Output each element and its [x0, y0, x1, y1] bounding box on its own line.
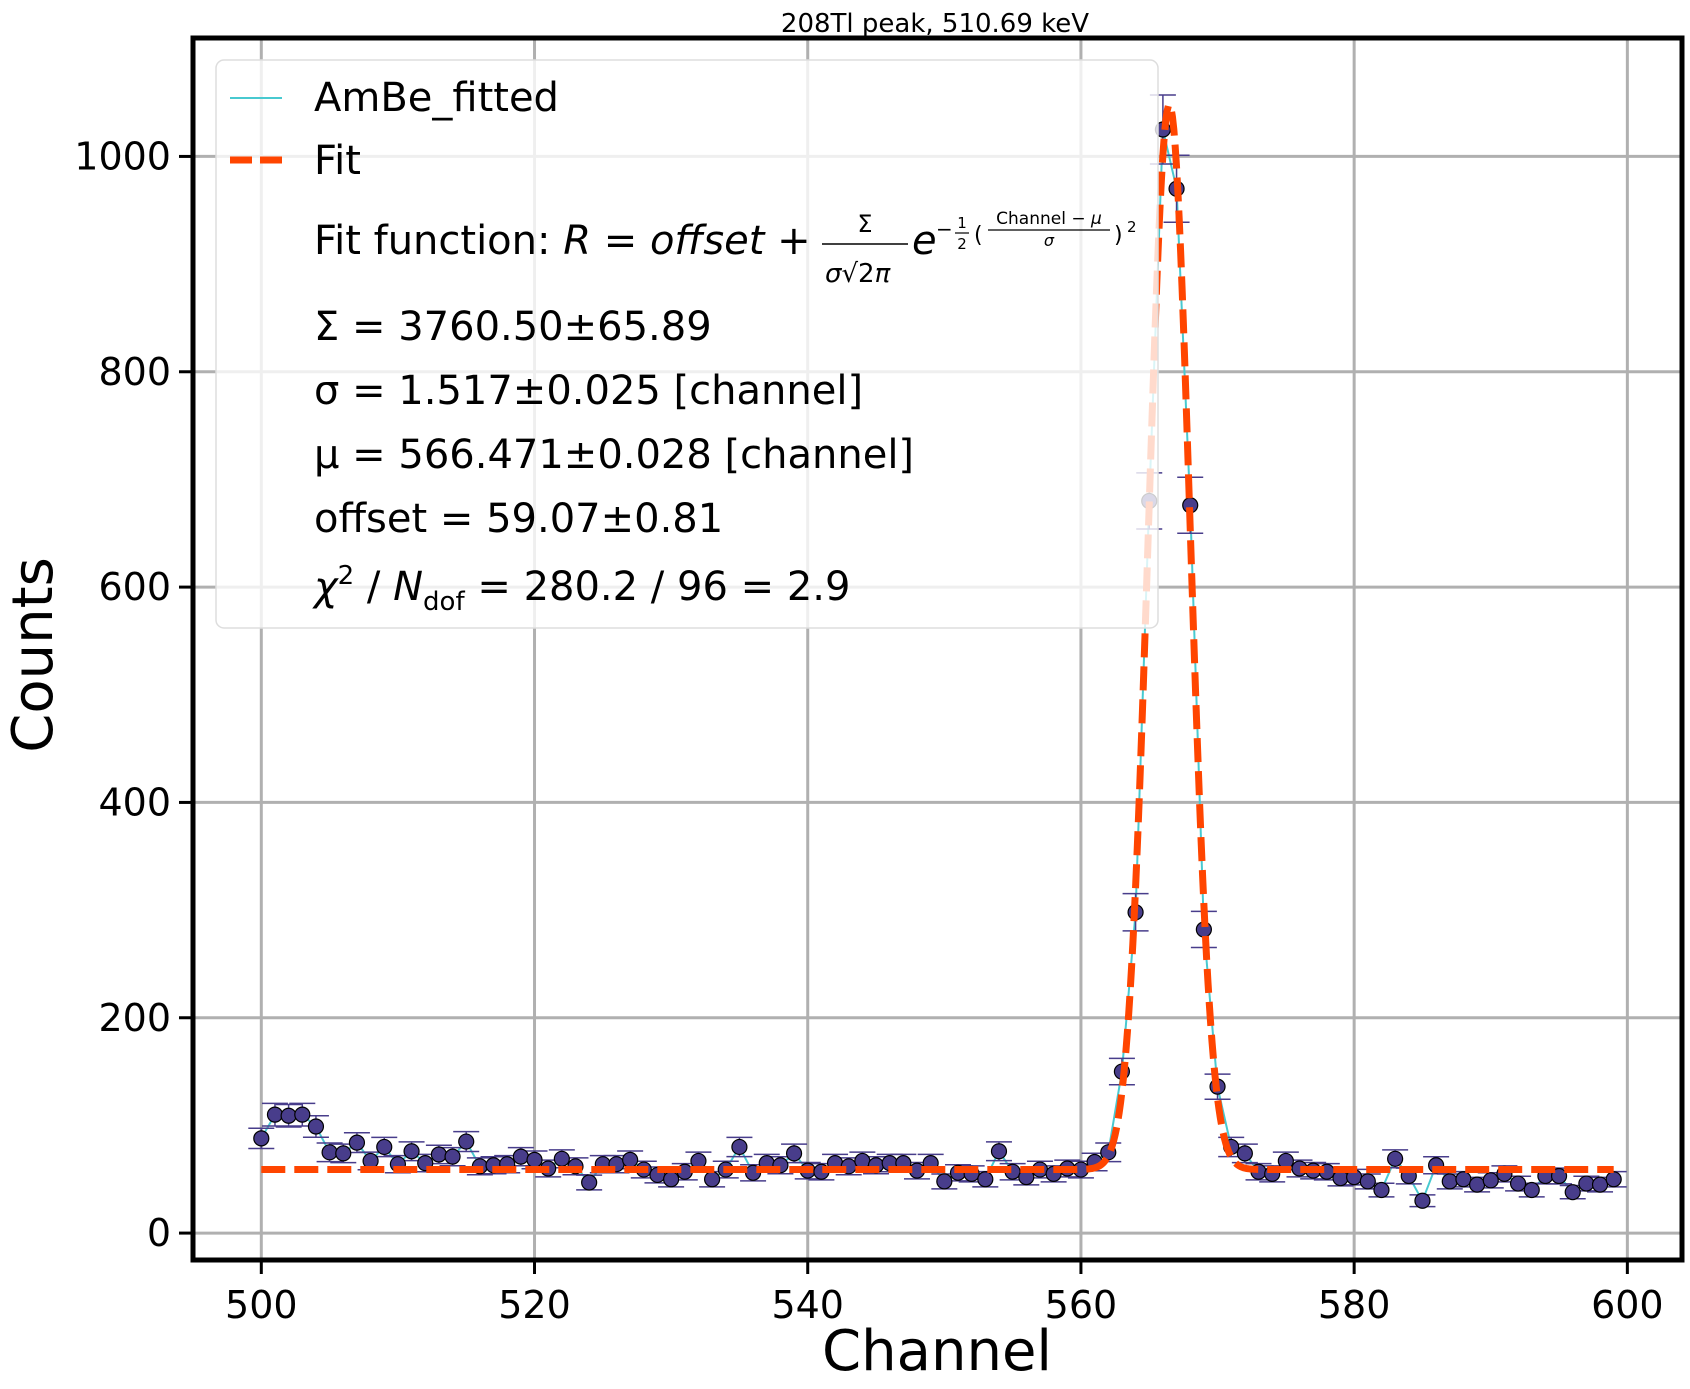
data-point: [1591, 1176, 1609, 1193]
fit-function-text: Fit function: R = offset +: [314, 218, 811, 264]
data-point: [348, 1134, 366, 1151]
data-point: [1578, 1175, 1595, 1192]
y-tick-label: 1000: [74, 134, 171, 178]
data-point: [1359, 1173, 1376, 1190]
y-tick-label: 800: [98, 350, 171, 394]
y-tick-label: 0: [147, 1211, 171, 1255]
x-tick-label: 520: [498, 1283, 571, 1327]
data-point: [444, 1148, 461, 1165]
data-point: [458, 1133, 475, 1150]
data-point: [1455, 1171, 1472, 1188]
y-tick-label: 400: [98, 780, 171, 824]
legend-fit-label: Fit: [314, 138, 361, 184]
data-point: [266, 1106, 284, 1123]
x-tick-label: 500: [225, 1283, 298, 1327]
data-point: [280, 1107, 297, 1124]
param-offset-text: offset = 59.07±0.81: [314, 496, 723, 542]
svg-text:σ: σ: [1044, 231, 1055, 250]
legend-box: [215, 59, 1159, 629]
data-point: [1482, 1172, 1499, 1189]
data-point: [977, 1171, 994, 1188]
data-point: [1468, 1176, 1486, 1193]
data-point: [1509, 1175, 1527, 1192]
svg-text:2: 2: [957, 235, 967, 253]
data-point: [990, 1143, 1008, 1160]
data-point: [253, 1130, 270, 1147]
data-point: [1605, 1171, 1622, 1188]
fit-function-formula: Fit function: R = offset + Σ σ√2π e − 1 …: [314, 209, 1137, 289]
y-axis-label: Counts: [1, 557, 66, 752]
data-point: [403, 1143, 420, 1160]
data-point: [294, 1106, 311, 1123]
param-sum-text: Σ = 3760.50±65.89: [314, 304, 712, 350]
chart-title: 208Tl peak, 510.69 keV: [781, 9, 1089, 39]
svg-text:−: −: [936, 217, 953, 241]
plot-frame: [190, 35, 1685, 1263]
data-point: [785, 1145, 803, 1162]
svg-text:Σ: Σ: [857, 210, 872, 238]
svg-text:): ): [1114, 223, 1123, 248]
data-point: [526, 1151, 543, 1168]
data-point: [1414, 1192, 1431, 1209]
data-point: [512, 1148, 529, 1165]
svg-text:Channel − μ: Channel − μ: [996, 209, 1102, 229]
svg-text:(: (: [974, 223, 983, 248]
param-sigma-text: σ = 1.517±0.025 [channel]: [314, 368, 863, 414]
data-point: [1523, 1181, 1540, 1199]
svg-text:σ√2π: σ√2π: [825, 259, 891, 289]
x-tick-label: 580: [1318, 1283, 1391, 1327]
param-mu-text: μ = 566.471±0.028 [channel]: [314, 432, 914, 478]
legend-data-label: AmBe_fitted: [314, 75, 559, 121]
legend: AmBe_fitted Fit Fit function: R = offset…: [215, 59, 1159, 629]
svg-text:e: e: [912, 218, 937, 264]
data-point: [430, 1146, 447, 1163]
data-point: [335, 1145, 352, 1162]
y-tick-label: 600: [98, 565, 171, 609]
svg-text:1: 1: [957, 214, 967, 232]
fit-curve: [261, 99, 1614, 1173]
data-point: [704, 1171, 721, 1188]
data-point: [731, 1138, 748, 1156]
data-point: [1236, 1145, 1253, 1162]
x-tick-label: 540: [771, 1283, 844, 1327]
data-point: [1373, 1181, 1390, 1199]
x-axis-label: Channel: [822, 1319, 1052, 1384]
data-point: [622, 1151, 639, 1168]
ticks: 500 520 540 560 580 600 0 200 400 600 800 1000: [74, 134, 1663, 1327]
y-tick-label: 200: [98, 996, 171, 1040]
x-tick-label: 560: [1045, 1283, 1118, 1327]
data-point: [1387, 1150, 1404, 1167]
data-point: [307, 1118, 325, 1135]
data-point: [581, 1174, 598, 1191]
data-point: [1564, 1184, 1581, 1201]
data-point: [936, 1173, 953, 1190]
chi2-text: χ2 / Ndof = 280.2 / 96 = 2.9: [312, 561, 850, 617]
data-point: [1441, 1173, 1458, 1190]
data-point: [553, 1150, 570, 1167]
x-tick-label: 600: [1591, 1283, 1664, 1327]
data-point: [1550, 1167, 1568, 1185]
series-fit: [261, 99, 1614, 1173]
svg-text:2: 2: [1127, 218, 1137, 236]
data-point: [376, 1138, 393, 1156]
data-point: [663, 1171, 680, 1188]
data-point: [321, 1144, 338, 1161]
